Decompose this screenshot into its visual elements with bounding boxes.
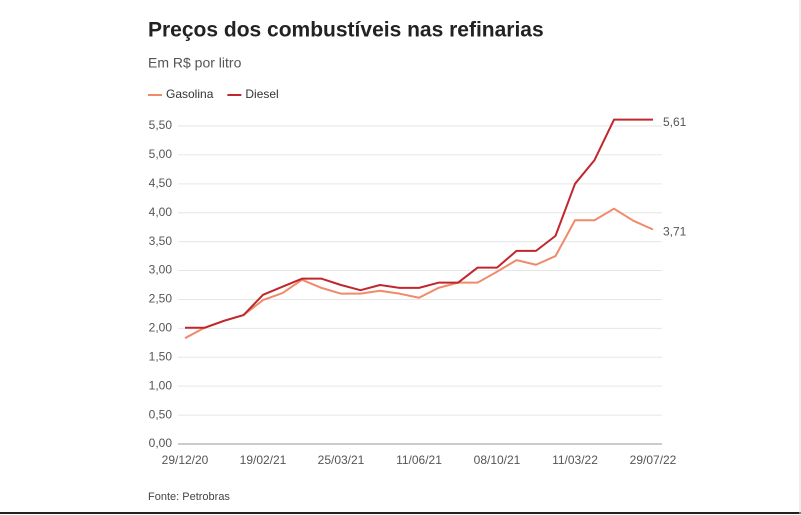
y-tick-label: 4,00 [149,205,173,219]
y-tick-label: 3,50 [149,234,173,248]
x-tick-label: 25/03/21 [318,453,365,467]
legend-label: Gasolina [166,87,214,101]
y-tick-label: 1,50 [149,349,173,363]
y-tick-label: 2,50 [149,292,173,306]
x-tick-label: 08/10/21 [474,453,521,467]
y-tick-label: 5,50 [149,118,173,132]
x-tick-label: 19/02/21 [240,453,287,467]
y-tick-label: 1,00 [149,378,173,392]
y-tick-label: 3,00 [149,263,173,277]
y-tick-label: 0,50 [149,407,173,421]
x-tick-label: 11/03/22 [552,453,598,467]
y-tick-label: 4,50 [149,176,173,190]
value-label: 5,61 [663,115,687,129]
legend-label: Diesel [245,87,278,101]
y-tick-label: 5,00 [149,147,173,161]
y-tick-label: 2,00 [149,321,173,335]
chart-subtitle: Em R$ por litro [148,55,242,71]
x-tick-label: 29/07/22 [630,453,677,467]
y-tick-label: 0,00 [149,436,173,450]
value-label: 3,71 [663,225,687,239]
x-tick-label: 29/12/20 [162,453,209,467]
series-line [184,207,654,340]
source: Fonte: Petrobras [148,491,230,503]
x-tick-label: 11/06/21 [396,453,442,467]
chart-title: Preços dos combustíveis nas refinarias [148,19,544,42]
series-line [185,118,653,329]
